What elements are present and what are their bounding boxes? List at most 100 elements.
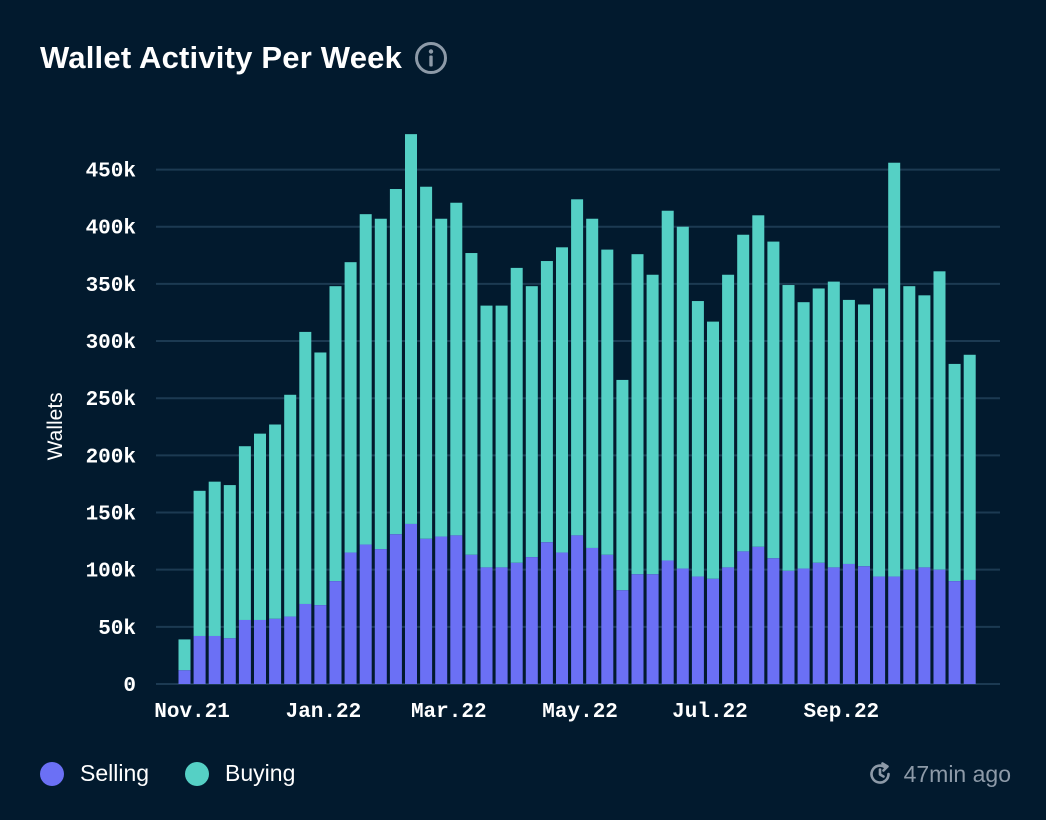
bar-buying	[510, 267, 523, 563]
bar-buying	[812, 288, 825, 563]
bar-selling	[480, 567, 493, 684]
x-tick-label: Nov.21	[154, 701, 230, 724]
bar-selling	[510, 562, 523, 684]
bar-selling	[616, 590, 629, 684]
selling-swatch	[40, 761, 64, 786]
legend-label-selling: Selling	[80, 760, 150, 786]
bar-buying	[888, 162, 901, 577]
bar-buying	[948, 363, 961, 582]
bar-selling	[646, 574, 659, 684]
bar-buying	[782, 285, 795, 571]
bar-buying	[797, 302, 810, 569]
last-updated: 47min ago	[866, 760, 1011, 788]
bar-selling	[797, 568, 810, 684]
updated-text: 47min ago	[903, 760, 1011, 787]
bar-buying	[284, 394, 297, 617]
bar-selling	[556, 552, 568, 684]
bar-buying	[842, 299, 855, 564]
bar-buying	[465, 253, 478, 555]
bar-selling	[525, 557, 538, 684]
y-tick-label: 250k	[86, 389, 136, 412]
bar-selling	[963, 579, 976, 684]
bar-buying	[767, 241, 780, 559]
bar-selling	[269, 618, 282, 684]
bar-selling	[571, 535, 584, 684]
bar-selling	[918, 567, 931, 684]
x-tick-label: May.22	[542, 701, 618, 724]
bar-buying	[374, 218, 387, 550]
bar-selling	[178, 670, 191, 684]
bar-selling	[676, 568, 689, 684]
y-tick-label: 300k	[86, 332, 136, 355]
bar-buying	[918, 295, 931, 568]
x-tick-label: Jul.22	[672, 701, 748, 724]
bar-buying	[737, 234, 750, 552]
bar-buying	[178, 639, 191, 671]
bar-buying	[586, 218, 599, 548]
bar-selling	[737, 551, 750, 684]
bar-buying	[435, 218, 448, 537]
bar-selling	[933, 569, 946, 684]
y-axis-label: Wallets	[44, 392, 67, 460]
bar-buying	[556, 247, 568, 553]
bar-selling	[329, 581, 342, 684]
bar-buying	[420, 186, 433, 539]
bar-selling	[223, 638, 236, 684]
bar-buying	[707, 321, 719, 579]
legend-item-buying[interactable]: Buying	[185, 760, 295, 787]
y-tick-label: 50k	[98, 618, 136, 641]
bar-selling	[586, 547, 599, 684]
bar-buying	[389, 189, 402, 535]
bar-buying	[933, 271, 946, 570]
bar-selling	[873, 576, 886, 684]
legend-item-selling[interactable]: Selling	[40, 760, 149, 787]
y-tick-label: 0	[123, 675, 136, 698]
x-tick-label: Jan.22	[286, 701, 362, 724]
y-tick-label: 350k	[86, 275, 136, 298]
bar-selling	[389, 534, 402, 684]
bar-selling	[903, 569, 916, 684]
info-icon[interactable]	[414, 41, 448, 75]
bar-selling	[782, 570, 795, 684]
bar-selling	[465, 554, 478, 684]
chart-area: 0 50k 100k 150k 200k 250k 300k 350k 400k 450k Wall…	[44, 134, 1000, 724]
legend: Selling Buying	[40, 760, 331, 787]
bar-buying	[601, 249, 614, 555]
bar-selling	[601, 554, 614, 684]
bar-buying	[299, 331, 312, 604]
bar-buying	[646, 274, 659, 575]
bar-selling	[827, 567, 840, 684]
bar-buying	[269, 424, 282, 619]
chart-title: Wallet Activity Per Week	[40, 40, 403, 75]
chart-header: Wallet Activity Per Week	[40, 40, 448, 76]
bar-buying	[540, 261, 553, 543]
y-tick-label: 400k	[86, 218, 136, 241]
bar-selling	[284, 616, 297, 684]
bar-buying	[193, 490, 206, 636]
bar-buying	[480, 305, 493, 568]
refresh-clock-icon	[869, 762, 890, 784]
bar-buying	[676, 226, 689, 569]
bar-buying	[691, 301, 704, 577]
bar-selling	[948, 581, 961, 684]
bar-selling	[193, 635, 206, 684]
bar-selling	[238, 619, 251, 684]
bar-selling	[495, 567, 508, 684]
bar-selling	[661, 560, 674, 684]
bar-selling	[540, 542, 553, 684]
y-tick-label: 450k	[86, 161, 136, 184]
legend-label-buying: Buying	[225, 760, 296, 786]
bar-selling	[812, 562, 825, 684]
bar-buying	[873, 288, 886, 577]
bar-selling	[888, 576, 901, 684]
bar-buying	[827, 281, 840, 568]
bar-buying	[450, 202, 463, 536]
bar-selling	[359, 544, 372, 684]
bar-buying	[903, 286, 916, 570]
bar-selling	[405, 523, 417, 684]
bar-buying	[359, 214, 372, 545]
bar-buying	[329, 286, 342, 582]
bar-buying	[571, 199, 584, 536]
bar-buying	[661, 210, 674, 561]
bar-buying	[223, 485, 236, 639]
